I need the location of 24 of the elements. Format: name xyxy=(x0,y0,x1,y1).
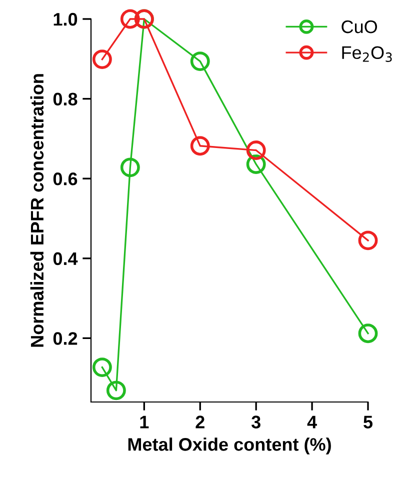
y-tick-label: 0.8 xyxy=(53,92,78,106)
x-tick-label: 2 xyxy=(196,416,204,428)
legend-label: Fe$_{2}$O$_{3}$ xyxy=(342,46,392,62)
point xyxy=(92,358,112,378)
x-tick-label: 1 xyxy=(140,416,149,428)
y-axis-title: Normalized EPFR concentration xyxy=(30,74,44,347)
y-tick-label: 0.2 xyxy=(53,332,78,345)
point xyxy=(106,380,126,400)
y-tick-label: 1.0 xyxy=(54,12,78,26)
x-tick-label: 4 xyxy=(307,416,317,428)
x-tick-label: 3 xyxy=(251,416,260,428)
point xyxy=(120,158,140,178)
point xyxy=(358,324,378,344)
point xyxy=(120,9,140,29)
point xyxy=(358,230,378,250)
point xyxy=(190,136,210,156)
point xyxy=(246,140,266,160)
y-tick-label: 0.6 xyxy=(53,172,78,186)
x-tick-label: 5 xyxy=(364,416,373,428)
legend-label: CuO xyxy=(342,20,378,34)
y-tick-label: 0.4 xyxy=(53,252,78,266)
x-axis-title: Metal Oxide content (%) xyxy=(128,438,331,454)
point xyxy=(92,50,112,70)
point xyxy=(190,52,210,72)
